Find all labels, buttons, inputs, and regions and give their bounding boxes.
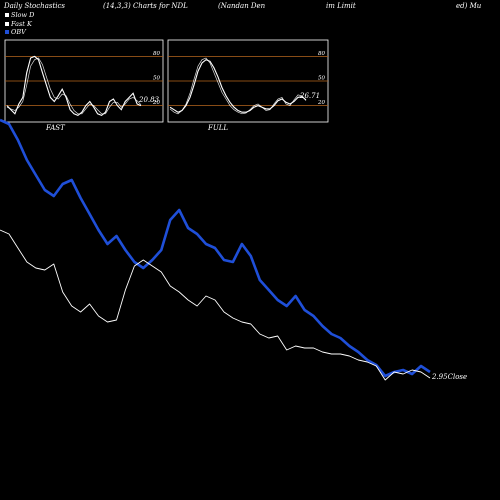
chart-header-params: (14,3,3) Charts for NDL [103, 2, 188, 10]
chart-header-left: Daily Stochastics [4, 2, 66, 10]
panel-label-fast: FAST [46, 124, 65, 132]
chart-header-name: (Nandan Den [218, 2, 266, 10]
full-gridline-label-20: 20 [317, 100, 325, 106]
full-gridline-label-50: 50 [318, 76, 325, 82]
panel-label-full: FULL [208, 124, 229, 132]
legend-swatch-obv [5, 30, 9, 35]
full-fast-k-line [169, 57, 307, 115]
close-last-value: 2.95Close [432, 373, 467, 381]
fast-last-value: 20.83 [139, 96, 160, 104]
legend-label-fast-k: Fast K [11, 19, 32, 28]
chart-header-name3: ed) Mu [456, 2, 482, 10]
fast-gridline-label-20: 20 [152, 100, 160, 106]
legend-swatch-slow-d [5, 13, 9, 18]
close-suffix: Close [447, 373, 468, 381]
chart-header-name2: im Limit [326, 2, 356, 10]
legend-label-slow-d: Slow D [11, 11, 35, 19]
full-last-value: 26.71 [300, 92, 321, 100]
close-value: 2.95 [432, 373, 448, 381]
legend-swatch-fast-k [5, 21, 9, 26]
full-slow-d-line [169, 59, 307, 113]
full-gridline-label-80: 80 [318, 51, 325, 57]
price-line [0, 229, 431, 381]
obv-line [0, 118, 431, 378]
legend-item-fast-k: Fast K [5, 20, 34, 29]
chart-legend: Slow D Fast K OBV [5, 11, 34, 37]
fast-gridline-label-80: 80 [153, 51, 160, 57]
fast-gridline-label-50: 50 [153, 76, 160, 82]
fast-slow-d-line [6, 57, 142, 115]
fast-fast-k-line [6, 55, 142, 117]
legend-item-slow-d: Slow D [5, 11, 34, 20]
legend-item-obv: OBV [5, 28, 34, 37]
legend-label-obv: OBV [11, 28, 26, 36]
